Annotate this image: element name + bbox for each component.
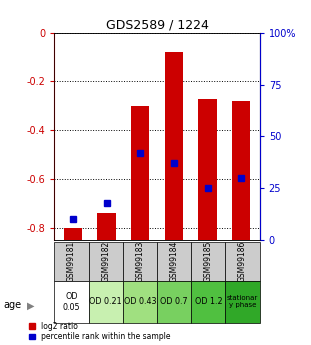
Text: age: age <box>3 300 21 310</box>
Text: GSM99184: GSM99184 <box>170 241 179 282</box>
Title: GDS2589 / 1224: GDS2589 / 1224 <box>106 19 208 32</box>
Bar <box>89 241 123 281</box>
Bar <box>225 281 260 323</box>
Bar <box>97 213 116 240</box>
Bar <box>54 241 89 281</box>
Bar <box>198 99 217 240</box>
Text: OD 1.2: OD 1.2 <box>195 297 222 306</box>
Text: GSM99185: GSM99185 <box>204 241 213 282</box>
Bar <box>232 101 250 240</box>
Bar <box>157 281 191 323</box>
Text: OD 0.43: OD 0.43 <box>124 297 156 306</box>
Bar <box>64 228 82 240</box>
Bar <box>191 241 225 281</box>
Bar <box>123 281 157 323</box>
Legend: log2 ratio, percentile rank within the sample: log2 ratio, percentile rank within the s… <box>29 322 170 341</box>
Text: GSM99183: GSM99183 <box>136 241 144 282</box>
Text: stationar
y phase: stationar y phase <box>227 295 258 308</box>
Text: GSM99181: GSM99181 <box>67 241 76 282</box>
Bar <box>123 241 157 281</box>
Bar <box>131 106 150 240</box>
Text: GSM99186: GSM99186 <box>238 241 247 282</box>
Text: GSM99182: GSM99182 <box>101 241 110 282</box>
Bar <box>54 281 89 323</box>
Text: OD
0.05: OD 0.05 <box>63 292 80 312</box>
Text: OD 0.7: OD 0.7 <box>160 297 188 306</box>
Bar <box>89 281 123 323</box>
Bar <box>191 281 225 323</box>
Bar <box>165 52 183 240</box>
Bar <box>225 241 260 281</box>
Text: ▶: ▶ <box>27 300 35 310</box>
Bar <box>157 241 191 281</box>
Text: OD 0.21: OD 0.21 <box>90 297 122 306</box>
